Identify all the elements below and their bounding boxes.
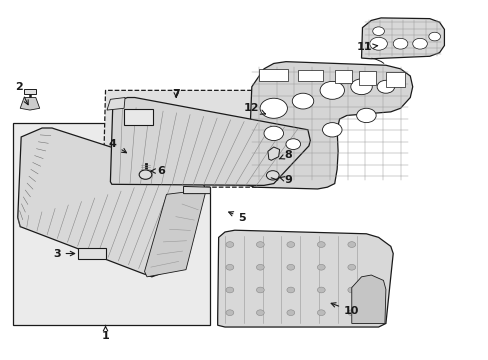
Circle shape — [392, 39, 407, 49]
Polygon shape — [24, 89, 36, 94]
Circle shape — [412, 39, 427, 49]
Polygon shape — [298, 69, 322, 81]
Circle shape — [322, 123, 341, 137]
Circle shape — [428, 32, 440, 41]
Text: 4: 4 — [109, 139, 126, 153]
Circle shape — [320, 81, 344, 99]
Polygon shape — [244, 62, 412, 189]
Polygon shape — [358, 71, 375, 85]
Polygon shape — [20, 98, 40, 110]
Circle shape — [317, 310, 325, 316]
Text: 9: 9 — [279, 175, 292, 185]
Circle shape — [347, 242, 355, 247]
Circle shape — [286, 310, 294, 316]
Circle shape — [347, 310, 355, 316]
Polygon shape — [217, 230, 392, 327]
Circle shape — [285, 139, 300, 149]
Polygon shape — [144, 191, 205, 277]
Polygon shape — [18, 128, 205, 277]
Circle shape — [225, 264, 233, 270]
Circle shape — [260, 98, 287, 118]
Text: 12: 12 — [244, 103, 265, 114]
Circle shape — [256, 264, 264, 270]
Polygon shape — [183, 186, 210, 194]
Polygon shape — [259, 69, 288, 81]
Circle shape — [286, 264, 294, 270]
Circle shape — [264, 126, 283, 140]
Circle shape — [256, 287, 264, 293]
Circle shape — [225, 310, 233, 316]
Circle shape — [376, 80, 394, 93]
Text: 8: 8 — [279, 150, 292, 160]
FancyBboxPatch shape — [123, 109, 153, 126]
Circle shape — [256, 310, 264, 316]
Circle shape — [369, 37, 386, 50]
Text: 1: 1 — [102, 325, 109, 341]
Circle shape — [350, 79, 371, 95]
Polygon shape — [78, 248, 105, 259]
Text: 3: 3 — [53, 248, 75, 258]
Text: 6: 6 — [151, 166, 165, 176]
Circle shape — [356, 108, 375, 123]
Text: 2: 2 — [15, 82, 28, 105]
Polygon shape — [334, 69, 351, 83]
Circle shape — [372, 27, 384, 36]
Polygon shape — [13, 123, 210, 325]
Circle shape — [139, 170, 152, 179]
Circle shape — [256, 242, 264, 247]
Polygon shape — [107, 98, 125, 110]
Polygon shape — [110, 98, 310, 185]
Polygon shape — [385, 72, 405, 87]
Polygon shape — [103, 90, 312, 187]
Circle shape — [347, 287, 355, 293]
Circle shape — [317, 264, 325, 270]
Text: 7: 7 — [172, 89, 180, 99]
Circle shape — [286, 242, 294, 247]
Text: 5: 5 — [228, 212, 245, 222]
Polygon shape — [267, 147, 279, 160]
Circle shape — [225, 242, 233, 247]
Circle shape — [317, 242, 325, 247]
Polygon shape — [351, 275, 385, 323]
Polygon shape — [361, 18, 444, 59]
Circle shape — [317, 287, 325, 293]
Circle shape — [286, 287, 294, 293]
Circle shape — [225, 287, 233, 293]
Circle shape — [266, 171, 279, 180]
Text: 11: 11 — [355, 42, 377, 52]
Text: 10: 10 — [330, 303, 359, 316]
Circle shape — [292, 93, 313, 109]
Circle shape — [347, 264, 355, 270]
